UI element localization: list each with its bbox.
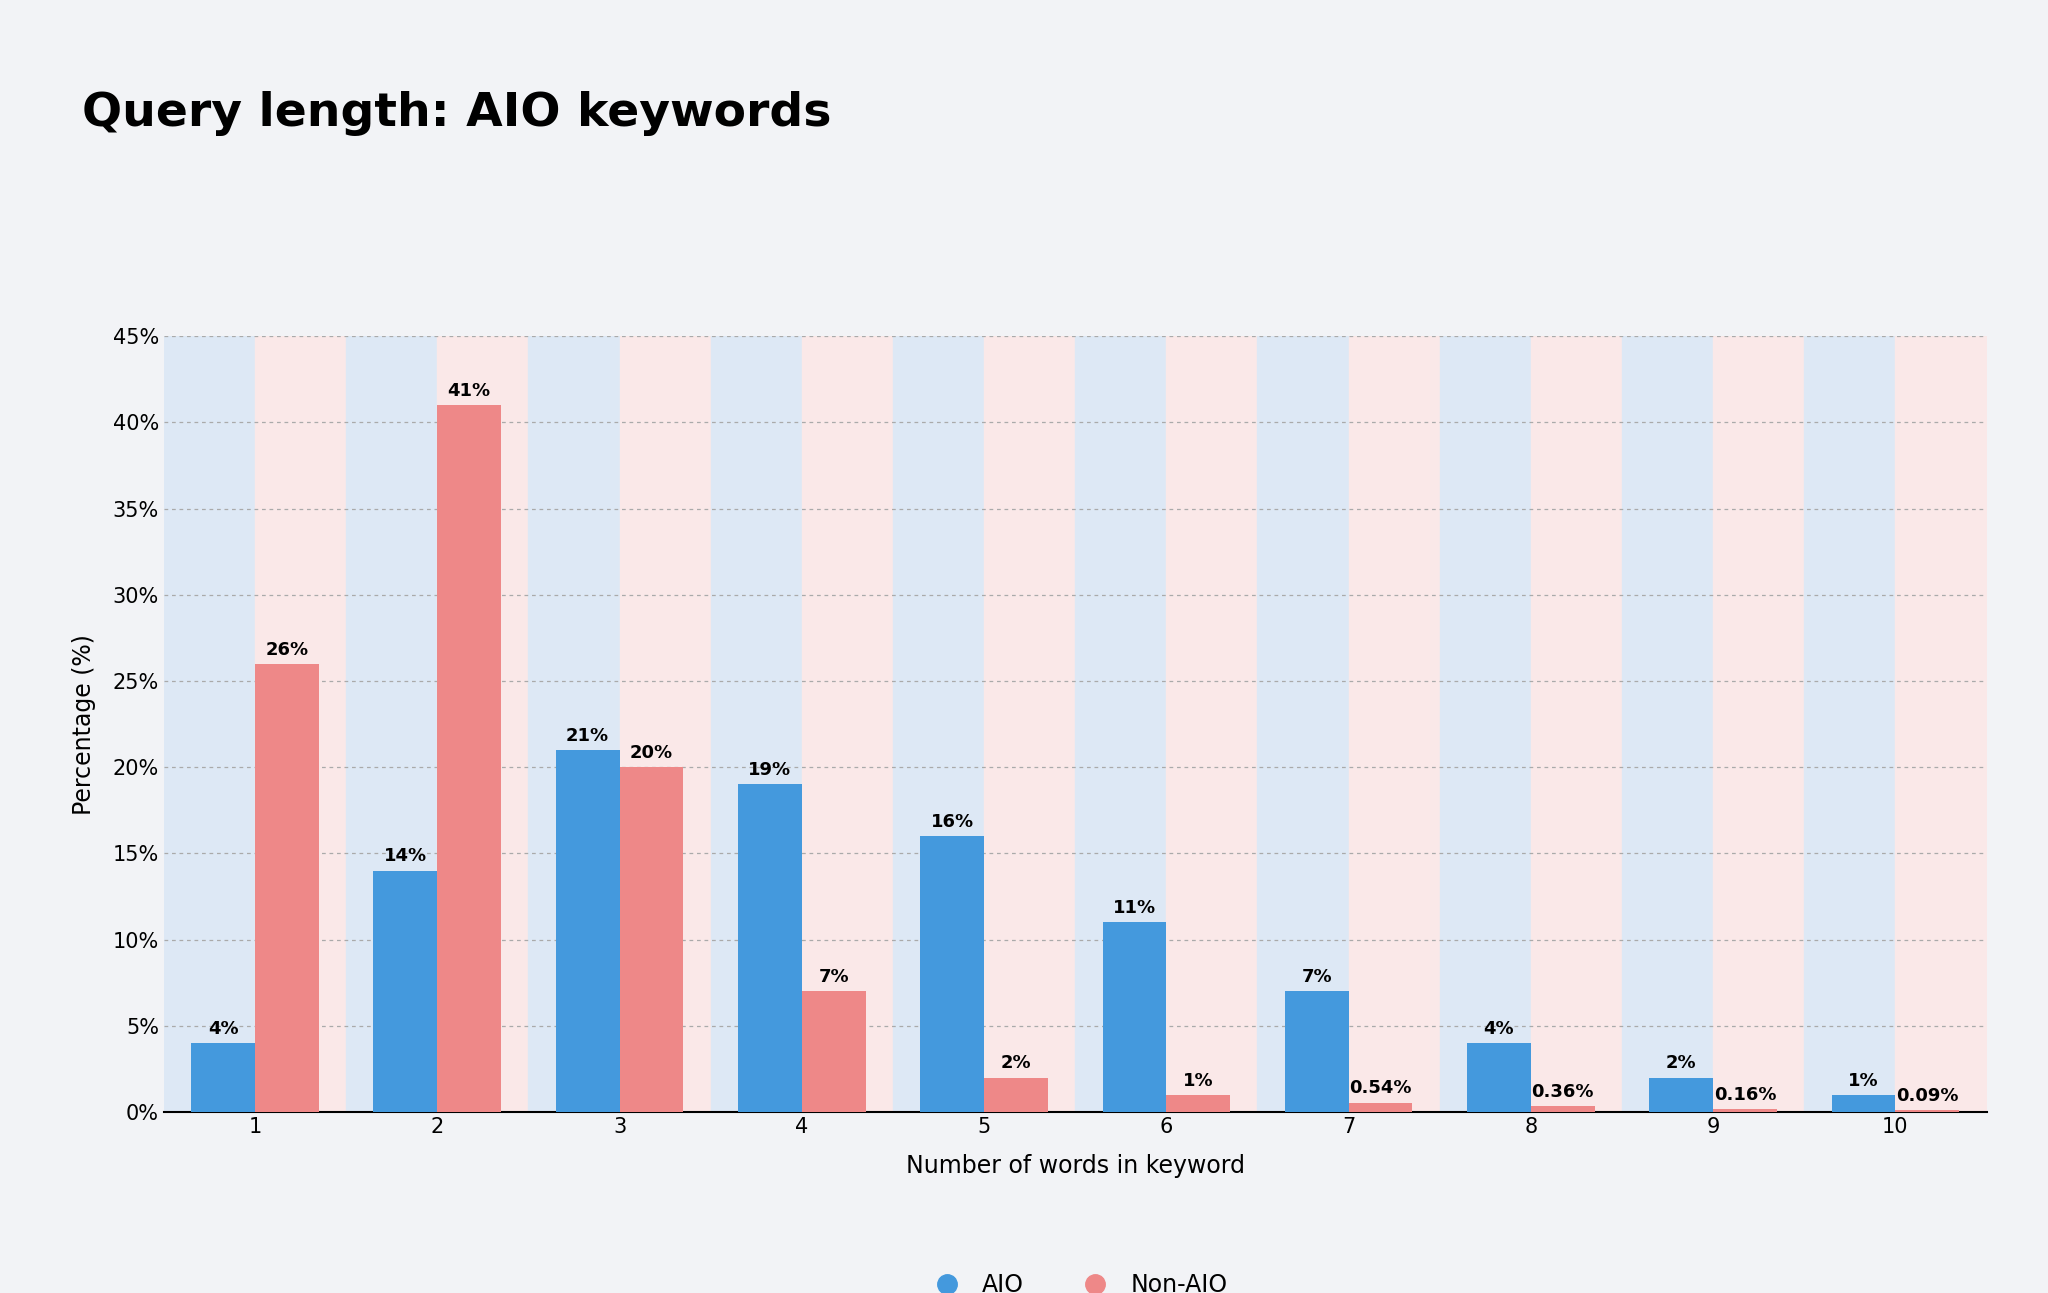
Bar [1649, 1077, 1712, 1112]
Text: 11%: 11% [1112, 899, 1155, 917]
Text: 4%: 4% [1483, 1020, 1513, 1038]
Bar [737, 785, 803, 1112]
Bar [1350, 336, 1440, 1112]
Bar [1712, 336, 1804, 1112]
Bar [1167, 336, 1257, 1112]
Bar [555, 750, 618, 1112]
Bar [618, 767, 684, 1112]
Bar [618, 336, 711, 1112]
Text: 2%: 2% [1001, 1054, 1032, 1072]
Bar [985, 336, 1075, 1112]
Bar [893, 336, 985, 1112]
Bar [711, 336, 803, 1112]
Bar [803, 992, 866, 1112]
Bar [346, 336, 438, 1112]
Bar [1622, 336, 1712, 1112]
Bar [1466, 1043, 1532, 1112]
Text: 1%: 1% [1847, 1072, 1878, 1090]
Bar [985, 1077, 1049, 1112]
Text: 0.16%: 0.16% [1714, 1086, 1776, 1104]
Text: 0.36%: 0.36% [1532, 1082, 1593, 1100]
Bar [1350, 1103, 1413, 1112]
Text: 21%: 21% [565, 727, 608, 745]
Bar [1532, 1106, 1595, 1112]
Text: 14%: 14% [383, 847, 426, 865]
Bar [920, 837, 985, 1112]
Text: 7%: 7% [1300, 968, 1331, 987]
Bar [1712, 1109, 1778, 1112]
Text: 26%: 26% [266, 640, 309, 658]
Bar [1284, 992, 1350, 1112]
Bar [164, 336, 254, 1112]
Text: 0.09%: 0.09% [1896, 1087, 1958, 1106]
Bar [1532, 336, 1622, 1112]
Bar [1831, 1095, 1896, 1112]
X-axis label: Number of words in keyword: Number of words in keyword [905, 1153, 1245, 1178]
Bar [254, 336, 346, 1112]
Bar [528, 336, 618, 1112]
Bar [1896, 1111, 1960, 1112]
Text: 1%: 1% [1184, 1072, 1214, 1090]
Bar [1440, 336, 1532, 1112]
Text: Query length: AIO keywords: Query length: AIO keywords [82, 91, 831, 136]
Bar [438, 405, 502, 1112]
Text: 20%: 20% [631, 743, 674, 762]
Text: 2%: 2% [1665, 1054, 1696, 1072]
Text: 16%: 16% [930, 813, 973, 831]
Bar [1102, 922, 1167, 1112]
Text: 4%: 4% [207, 1020, 238, 1038]
Text: 7%: 7% [819, 968, 850, 987]
Bar [254, 663, 319, 1112]
Bar [1804, 336, 1896, 1112]
Bar [373, 870, 438, 1112]
Text: 41%: 41% [449, 381, 492, 400]
Bar [1075, 336, 1167, 1112]
Y-axis label: Percentage (%): Percentage (%) [72, 634, 96, 815]
Text: 19%: 19% [748, 762, 791, 780]
Text: 0.54%: 0.54% [1350, 1080, 1411, 1098]
Bar [1896, 336, 1987, 1112]
Bar [190, 1043, 254, 1112]
Bar [1167, 1095, 1231, 1112]
Bar [803, 336, 893, 1112]
Legend: AIO, Non-AIO: AIO, Non-AIO [913, 1263, 1237, 1293]
Bar [438, 336, 528, 1112]
Bar [1257, 336, 1350, 1112]
